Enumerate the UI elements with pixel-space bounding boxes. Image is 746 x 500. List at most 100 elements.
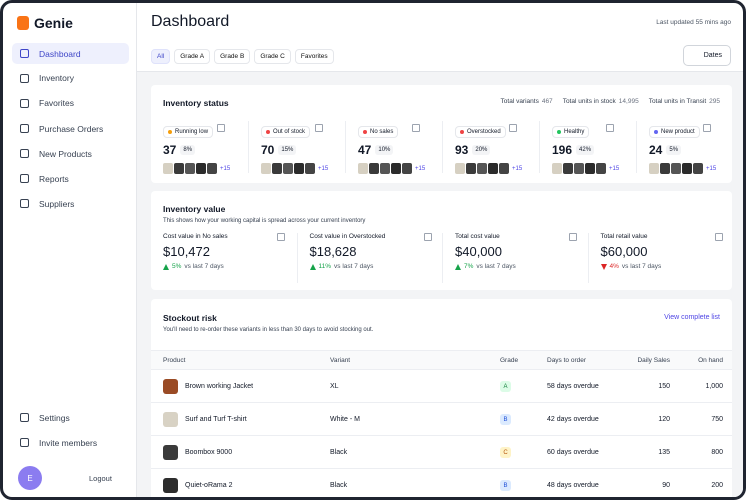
thumbnail bbox=[391, 163, 401, 175]
view-link[interactable]: View complete list bbox=[664, 314, 720, 321]
nav-item[interactable]: Settings bbox=[12, 407, 129, 428]
column-header[interactable]: On hand bbox=[698, 356, 723, 364]
card-title: Stockout risk bbox=[163, 313, 217, 323]
open-icon bbox=[509, 124, 517, 132]
nav-label: New Products bbox=[39, 148, 92, 159]
table-row[interactable]: Boombox 9000 Black C 60 days overdue 135 800 bbox=[151, 435, 732, 469]
thumbnail bbox=[552, 163, 562, 175]
product-thumb bbox=[163, 478, 178, 493]
thumbs: +15 bbox=[163, 160, 248, 178]
nav-item[interactable]: New Products bbox=[12, 143, 129, 164]
table-cell: B bbox=[500, 403, 540, 436]
column-header[interactable]: Daily Sales bbox=[637, 356, 670, 364]
status-tile[interactable]: Out of stock 70 15% +15 bbox=[248, 121, 345, 175]
value-tile[interactable]: Total cost value $40,000 7% vs last 7 days bbox=[442, 233, 587, 283]
avatar[interactable]: E bbox=[18, 466, 42, 490]
nav-item[interactable]: Favorites bbox=[12, 93, 129, 114]
thumbnail bbox=[283, 163, 293, 175]
column-header[interactable]: Variant bbox=[330, 356, 351, 364]
value-label: Cost value in Overstocked bbox=[309, 233, 386, 240]
cell-text: XL bbox=[330, 383, 339, 390]
status-tile[interactable]: Overstocked 93 20% +15 bbox=[442, 121, 539, 175]
thumbnail bbox=[682, 163, 692, 175]
dates-button[interactable]: Dates bbox=[682, 45, 731, 66]
nav-label: Dashboard bbox=[39, 48, 81, 59]
table-cell: White - M bbox=[330, 403, 490, 436]
thumbs: +15 bbox=[261, 160, 345, 178]
cell-text: Black bbox=[330, 482, 348, 489]
more-count: +15 bbox=[512, 165, 523, 172]
change-row: 5% vs last 7 days bbox=[163, 263, 296, 270]
value-tile[interactable]: Cost value in Overstocked $18,628 11% vs la… bbox=[296, 233, 442, 283]
table-cell: Black bbox=[330, 436, 490, 469]
status-count-row: 93 20% bbox=[455, 143, 539, 157]
status-pill: Out of stock bbox=[261, 126, 311, 138]
table-cell: XL bbox=[330, 370, 490, 403]
table-header: Product Variant Grade Days to order Daily Sa… bbox=[151, 350, 732, 369]
total-label: Total units in stock bbox=[562, 98, 616, 105]
inventory-value-card: Inventory value This shows how your worki… bbox=[151, 191, 732, 290]
thumbnail bbox=[466, 163, 476, 175]
nav-label: Purchase Orders bbox=[39, 123, 104, 134]
nav-item[interactable]: Purchase Orders bbox=[12, 118, 129, 139]
table-row[interactable]: Brown working Jacket XL A 58 days overdue 15… bbox=[151, 369, 732, 403]
table-cell: 800 bbox=[686, 436, 723, 469]
thumbnail bbox=[477, 163, 487, 175]
change-row: 11% vs last 7 days bbox=[309, 263, 442, 270]
trend-arrow bbox=[455, 263, 461, 270]
table-cell: Black bbox=[330, 469, 490, 497]
open-icon bbox=[412, 124, 420, 132]
cell-text: 42 days overdue bbox=[547, 416, 599, 423]
filter-chip[interactable]: Grade C bbox=[254, 49, 291, 64]
status-tile[interactable]: No sales 47 10% +15 bbox=[345, 121, 442, 175]
filter-chip[interactable]: All bbox=[151, 49, 171, 64]
value-tile[interactable]: Cost value in No sales $10,472 5% vs last 7… bbox=[151, 233, 296, 283]
nav-item[interactable]: Suppliers bbox=[12, 193, 129, 214]
filter-chip[interactable]: Favorites bbox=[294, 49, 334, 64]
table-row[interactable]: Surf and Turf T-shirt White - M B 42 days o… bbox=[151, 402, 732, 436]
product-thumb bbox=[163, 445, 178, 460]
more-count: +15 bbox=[220, 165, 231, 172]
filters: All Grade A Grade B Grade C Favorites bbox=[151, 49, 338, 64]
thumbnail bbox=[693, 163, 703, 175]
card-title: Inventory status bbox=[163, 98, 229, 108]
thumbnail bbox=[574, 163, 584, 175]
thumbnail bbox=[671, 163, 681, 175]
cell-text: 800 bbox=[711, 449, 723, 456]
thumbnail bbox=[499, 163, 509, 175]
filter-chip[interactable]: Grade A bbox=[174, 49, 211, 64]
nav-item[interactable]: Dashboard bbox=[12, 43, 129, 64]
nav-item[interactable]: Reports bbox=[12, 168, 129, 189]
table-cell: B bbox=[500, 469, 540, 497]
status-count-row: 37 8% bbox=[163, 143, 248, 157]
status-tile[interactable]: Healthy 196 42% +15 bbox=[539, 121, 636, 175]
column-header[interactable]: Product bbox=[163, 356, 186, 364]
table-cell: 150 bbox=[625, 370, 670, 403]
change-row: 4% vs last 7 days bbox=[600, 263, 733, 270]
nav-item[interactable]: Inventory bbox=[12, 68, 129, 89]
status-tile[interactable]: New product 24 5% +15 bbox=[636, 121, 733, 175]
status-pill: Running low bbox=[163, 126, 214, 138]
total-label: Total units in Transit bbox=[648, 98, 707, 105]
filter-chip[interactable]: Grade B bbox=[214, 49, 251, 64]
column-header[interactable]: Grade bbox=[500, 356, 519, 364]
status-pill: Healthy bbox=[552, 126, 590, 138]
value-tile[interactable]: Total retail value $60,000 4% vs last 7 day… bbox=[587, 233, 733, 283]
status-pill: No sales bbox=[358, 126, 399, 138]
thumbnail bbox=[585, 163, 595, 175]
nav-icon bbox=[20, 49, 29, 58]
cell-text: 200 bbox=[711, 482, 723, 489]
table-row[interactable]: Quiet-oRama 2 Black B 48 days overdue 90 200 bbox=[151, 468, 732, 497]
product-name: Surf and Turf T-shirt bbox=[185, 416, 247, 423]
value-label: Total retail value bbox=[600, 233, 648, 240]
thumbnail bbox=[596, 163, 606, 175]
status-count-row: 24 5% bbox=[649, 143, 733, 157]
nav-item[interactable]: Invite members bbox=[12, 432, 129, 453]
logout[interactable]: Logout bbox=[89, 474, 112, 483]
change-note: vs last 7 days bbox=[621, 263, 662, 270]
table-cell: 90 bbox=[625, 469, 670, 497]
column-header[interactable]: Days to order bbox=[547, 356, 587, 364]
total: Total units in stock 14,995 bbox=[563, 98, 639, 105]
status-tile[interactable]: Running low 37 8% +15 bbox=[151, 121, 248, 175]
